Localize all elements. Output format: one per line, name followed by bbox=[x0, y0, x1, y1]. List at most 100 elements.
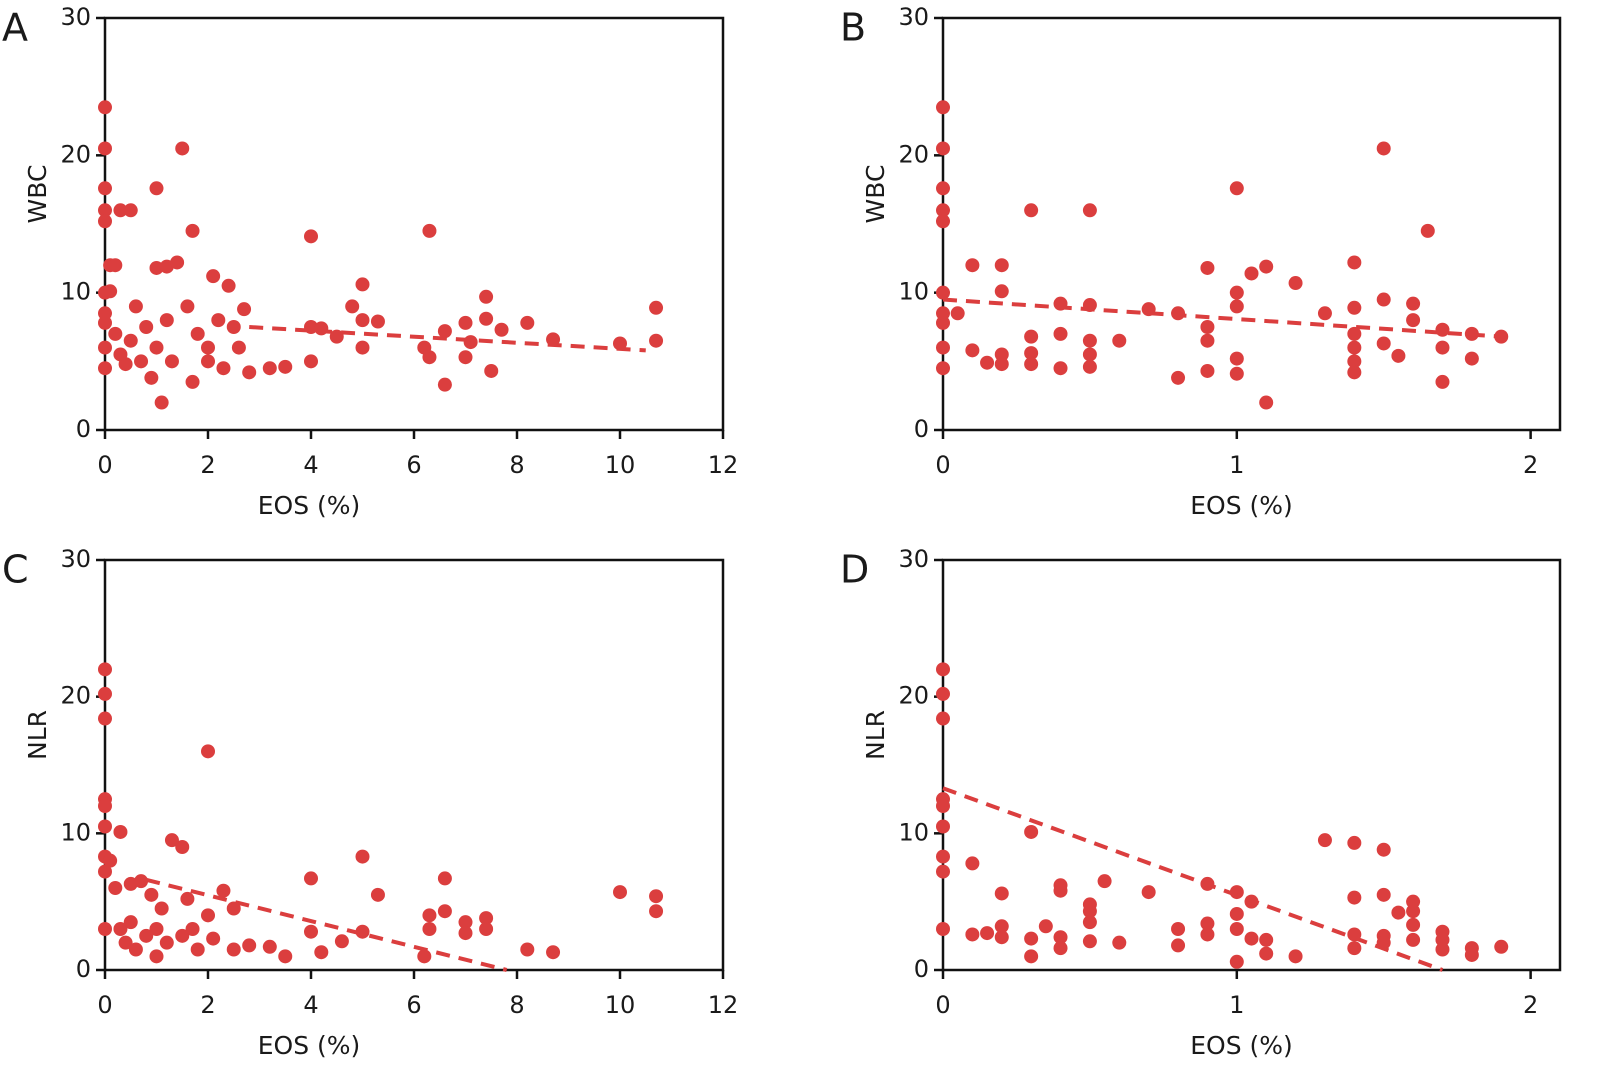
point bbox=[1435, 374, 1450, 389]
x-tick-label: 2 bbox=[200, 991, 215, 1019]
point bbox=[1435, 340, 1450, 355]
point bbox=[1464, 947, 1479, 962]
point bbox=[1317, 833, 1332, 848]
point bbox=[980, 926, 995, 941]
y-axis-label: NLR bbox=[861, 710, 890, 760]
x-tick-label: 8 bbox=[509, 991, 524, 1019]
point bbox=[479, 922, 494, 936]
point bbox=[226, 942, 241, 957]
y-tick-label: 30 bbox=[60, 3, 91, 31]
point bbox=[103, 284, 118, 299]
point bbox=[98, 922, 112, 936]
point bbox=[154, 395, 169, 410]
point bbox=[1082, 347, 1097, 362]
point bbox=[201, 744, 215, 759]
point bbox=[180, 299, 195, 314]
point bbox=[1171, 370, 1186, 385]
point bbox=[159, 313, 174, 328]
point bbox=[1082, 934, 1097, 949]
point bbox=[185, 374, 200, 389]
point bbox=[149, 340, 164, 355]
point bbox=[98, 203, 112, 218]
point bbox=[1435, 932, 1450, 947]
point bbox=[113, 922, 128, 936]
point bbox=[1347, 941, 1362, 956]
point bbox=[1171, 938, 1186, 953]
point bbox=[458, 350, 473, 365]
x-tick-label: 8 bbox=[509, 451, 524, 479]
point bbox=[437, 377, 452, 392]
y-tick-label: 0 bbox=[914, 415, 929, 443]
x-tick-label: 0 bbox=[935, 451, 950, 479]
point bbox=[1200, 333, 1215, 348]
point bbox=[139, 928, 154, 943]
point bbox=[1288, 949, 1303, 964]
point bbox=[422, 922, 437, 936]
point bbox=[1347, 890, 1362, 905]
point bbox=[649, 904, 664, 919]
point bbox=[1229, 351, 1244, 366]
point bbox=[1024, 346, 1039, 361]
y-tick-label: 20 bbox=[60, 140, 91, 168]
point bbox=[484, 363, 499, 378]
point bbox=[1244, 266, 1259, 281]
y-axis-label: NLR bbox=[23, 710, 52, 760]
point bbox=[123, 915, 138, 930]
x-tick-label: 0 bbox=[935, 991, 950, 1019]
point bbox=[965, 343, 980, 358]
plot-frame bbox=[103, 16, 725, 432]
point bbox=[458, 926, 473, 941]
point bbox=[1464, 351, 1479, 366]
point bbox=[1229, 181, 1244, 196]
point bbox=[1141, 885, 1156, 900]
x-tick-label: 0 bbox=[97, 451, 112, 479]
point bbox=[1376, 292, 1391, 307]
point bbox=[237, 302, 252, 317]
point bbox=[1376, 141, 1391, 156]
y-tick-label: 30 bbox=[898, 545, 929, 573]
x-tick-label: 0 bbox=[97, 991, 112, 1019]
point bbox=[370, 887, 385, 902]
point bbox=[1391, 905, 1406, 920]
point bbox=[98, 711, 112, 726]
y-tick-label: 20 bbox=[898, 140, 929, 168]
point bbox=[1494, 939, 1509, 954]
point bbox=[221, 278, 236, 293]
point bbox=[1171, 922, 1186, 936]
point bbox=[118, 357, 133, 372]
point bbox=[355, 313, 370, 328]
point bbox=[994, 258, 1009, 273]
point bbox=[437, 904, 452, 919]
trend-line bbox=[942, 786, 1444, 972]
point bbox=[175, 141, 190, 156]
point bbox=[139, 320, 154, 334]
trend-line bbox=[145, 877, 508, 972]
point bbox=[98, 315, 112, 330]
point bbox=[417, 340, 432, 355]
point bbox=[108, 881, 123, 895]
point bbox=[98, 141, 112, 156]
point bbox=[355, 924, 370, 939]
point bbox=[1200, 927, 1215, 942]
point bbox=[458, 915, 473, 930]
point bbox=[1053, 930, 1068, 945]
point bbox=[98, 181, 112, 196]
point bbox=[98, 662, 112, 677]
point bbox=[175, 840, 190, 854]
point bbox=[108, 326, 123, 341]
point bbox=[1376, 887, 1391, 902]
point bbox=[118, 935, 133, 950]
point bbox=[206, 269, 221, 284]
plot-frame bbox=[941, 558, 1562, 972]
point bbox=[1406, 894, 1421, 909]
point bbox=[201, 908, 215, 923]
point bbox=[216, 883, 231, 898]
point bbox=[1347, 326, 1362, 341]
point bbox=[1406, 932, 1421, 947]
point bbox=[144, 370, 159, 385]
x-tick-label: 6 bbox=[406, 451, 421, 479]
point bbox=[1082, 359, 1097, 374]
point bbox=[201, 354, 215, 369]
point bbox=[1200, 320, 1215, 334]
